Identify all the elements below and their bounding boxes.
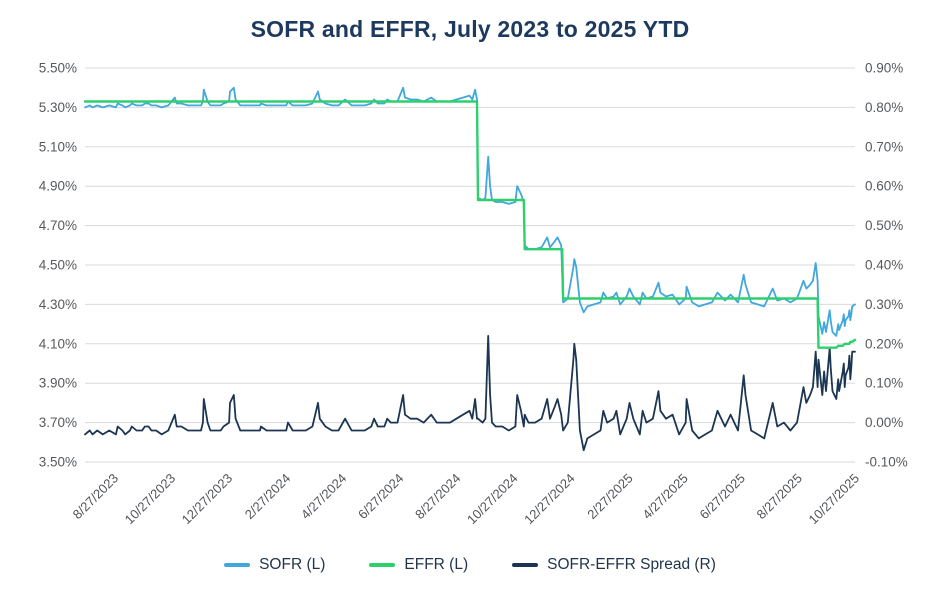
x-axis-tick-label: 6/27/2024	[355, 471, 407, 523]
right-axis-tick-label: 0.70%	[865, 139, 903, 154]
x-axis-tick-label: 10/27/2025	[805, 471, 862, 528]
left-axis-tick-label: 3.70%	[39, 415, 77, 430]
spread-line	[84, 334, 856, 452]
legend-item-sofr: SOFR (L)	[224, 556, 325, 574]
left-axis-tick-label: 4.70%	[39, 218, 77, 233]
x-axis-tick-label: 4/27/2024	[298, 471, 350, 523]
x-axis-tick-label: 6/27/2025	[697, 471, 749, 523]
right-axis-tick-label: 0.30%	[865, 297, 903, 312]
x-axis-tick-label: 8/27/2024	[412, 471, 464, 523]
spread-line-swatch-icon	[512, 563, 539, 567]
legend-label-effr: EFFR (L)	[404, 556, 469, 573]
left-axis-tick-label: 5.30%	[39, 100, 77, 115]
left-axis-tick-label: 4.10%	[39, 336, 77, 351]
x-axis-tick-label: 2/27/2024	[242, 471, 294, 523]
right-axis-tick-label: -0.10%	[865, 455, 908, 470]
right-axis-tick-label: 0.50%	[865, 218, 903, 233]
legend-item-spread: SOFR-EFFR Spread (R)	[512, 556, 716, 574]
x-axis-tick-label: 4/27/2025	[639, 471, 691, 523]
x-axis-tick-label: 8/27/2023	[70, 471, 122, 523]
legend-item-effr: EFFR (L)	[369, 556, 468, 574]
effr-line-swatch-icon	[369, 563, 396, 567]
right-axis-tick-label: 0.20%	[865, 336, 903, 351]
sofr-line-swatch-icon	[224, 563, 251, 567]
left-axis-tick-label: 4.50%	[39, 258, 77, 273]
left-axis-tick-label: 5.10%	[39, 139, 77, 154]
x-axis-tick-label: 2/27/2025	[584, 471, 636, 523]
x-axis-tick-label: 12/27/2023	[179, 471, 236, 528]
left-axis-tick-label: 4.90%	[39, 179, 77, 194]
left-axis-tick-label: 5.50%	[39, 61, 77, 76]
right-axis-tick-label: 0.00%	[865, 415, 903, 430]
x-axis-tick-label: 12/27/2024	[521, 471, 578, 528]
x-axis-tick-label: 10/27/2023	[122, 471, 179, 528]
left-axis-tick-label: 3.50%	[39, 455, 77, 470]
legend-label-spread: SOFR-EFFR Spread (R)	[547, 556, 716, 573]
left-axis-tick-label: 3.90%	[39, 376, 77, 391]
chart-title: SOFR and EFFR, July 2023 to 2025 YTD	[250, 16, 690, 42]
sofr-line	[84, 86, 856, 337]
x-axis-tick-label: 10/27/2024	[464, 471, 521, 528]
right-axis-tick-label: 0.90%	[865, 61, 903, 76]
legend-label-sofr: SOFR (L)	[259, 556, 326, 573]
right-axis-tick-label: 0.40%	[865, 258, 903, 273]
effr-line	[83, 100, 857, 349]
right-axis-tick-label: 0.60%	[865, 179, 903, 194]
right-axis-tick-label: 0.80%	[865, 100, 903, 115]
right-axis-tick-label: 0.10%	[865, 376, 903, 391]
x-axis-tick-label: 8/27/2025	[754, 471, 806, 523]
chart-legend: SOFR (L) EFFR (L) SOFR-EFFR Spread (R)	[0, 556, 940, 574]
left-axis-tick-label: 4.30%	[39, 297, 77, 312]
